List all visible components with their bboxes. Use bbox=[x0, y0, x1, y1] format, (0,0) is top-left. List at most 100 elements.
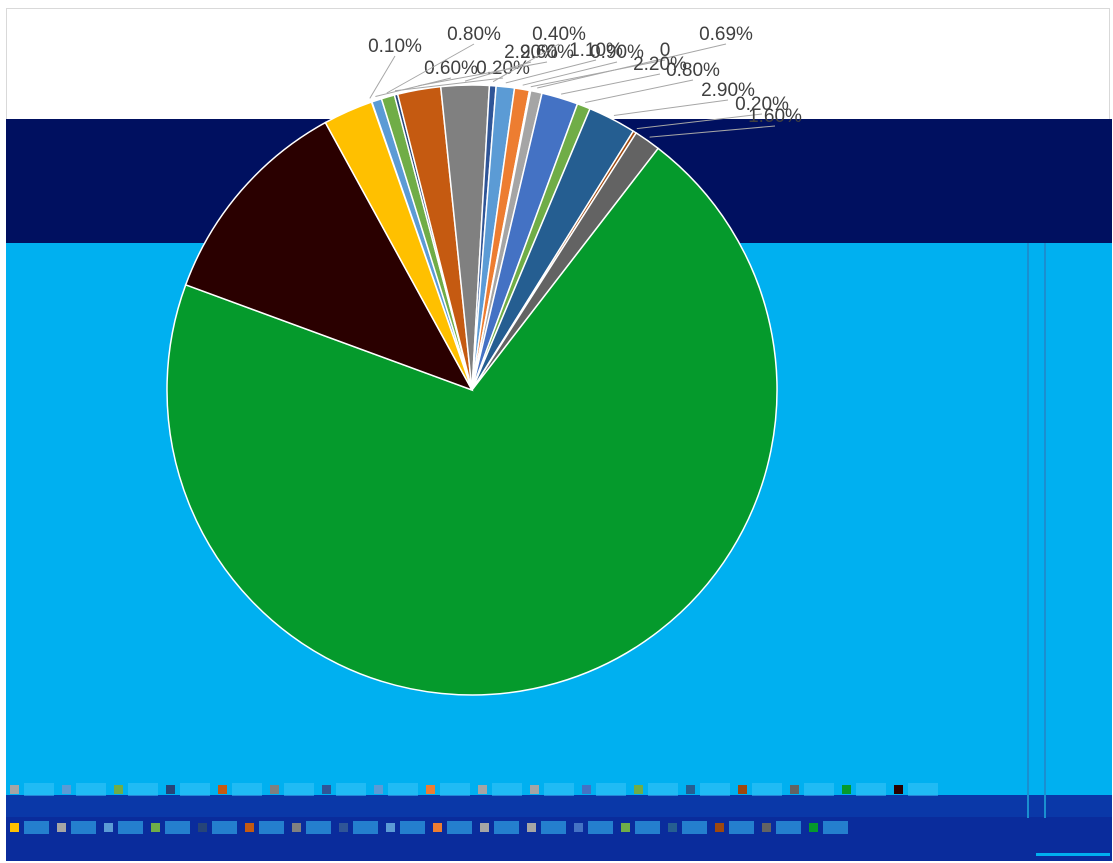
data-label: 0.40% bbox=[532, 24, 586, 45]
legend-label-placeholder bbox=[24, 783, 54, 796]
label-leader-line bbox=[394, 77, 504, 92]
legend-label-placeholder bbox=[908, 783, 938, 796]
data-label: 1.10% bbox=[569, 40, 623, 61]
legend-label-placeholder bbox=[165, 821, 190, 834]
legend-label-placeholder bbox=[353, 821, 378, 834]
legend-label-placeholder bbox=[259, 821, 284, 834]
legend-label-placeholder bbox=[388, 783, 418, 796]
legend-swatch bbox=[270, 785, 279, 794]
data-label: 0.80% bbox=[447, 24, 501, 45]
legend-swatch bbox=[114, 785, 123, 794]
data-label: 2.60% bbox=[520, 42, 574, 63]
legend-label-placeholder bbox=[588, 821, 613, 834]
legend-label-placeholder bbox=[648, 783, 678, 796]
legend-swatch bbox=[374, 785, 383, 794]
label-leader-line bbox=[613, 99, 729, 116]
pie-labels: 0.10%0.60%0.80%0.20%2.60%2.90%0.40%1.10%… bbox=[368, 24, 802, 138]
data-label: 1.60% bbox=[748, 106, 802, 127]
legend-swatch bbox=[530, 785, 539, 794]
legend-label-placeholder bbox=[752, 783, 782, 796]
legend-swatch bbox=[668, 823, 677, 832]
data-label: 0.69% bbox=[699, 24, 753, 45]
legend-label-placeholder bbox=[76, 783, 106, 796]
legend-label-placeholder bbox=[440, 783, 470, 796]
legend-swatch bbox=[686, 785, 695, 794]
legend-label-placeholder bbox=[494, 821, 519, 834]
legend-label-placeholder bbox=[729, 821, 754, 834]
legend-label-placeholder bbox=[492, 783, 522, 796]
label-leader-line bbox=[369, 55, 396, 99]
legend-swatch bbox=[842, 785, 851, 794]
legend-swatch bbox=[386, 823, 395, 832]
legend-label-placeholder bbox=[596, 783, 626, 796]
label-leader-line bbox=[386, 43, 475, 94]
legend-label-placeholder bbox=[336, 783, 366, 796]
data-label: 0.80% bbox=[666, 60, 720, 81]
pie-slice bbox=[184, 121, 474, 392]
legend-swatch bbox=[790, 785, 799, 794]
chart-legend bbox=[10, 783, 938, 834]
label-leader-line bbox=[492, 43, 560, 83]
legend-swatch bbox=[10, 785, 19, 794]
pie-slice bbox=[324, 101, 473, 391]
legend-swatch bbox=[426, 785, 435, 794]
data-label: 2.20% bbox=[633, 54, 687, 75]
legend-label-placeholder bbox=[24, 821, 49, 834]
pie-slices bbox=[166, 84, 778, 696]
legend-label-placeholder bbox=[541, 821, 566, 834]
label-leader-line bbox=[636, 113, 763, 130]
legend-swatch bbox=[10, 823, 19, 832]
legend-label-placeholder bbox=[700, 783, 730, 796]
legend-swatch bbox=[715, 823, 724, 832]
legend-label-placeholder bbox=[232, 783, 262, 796]
legend-swatch bbox=[57, 823, 66, 832]
legend-swatch bbox=[478, 785, 487, 794]
legend-swatch bbox=[809, 823, 818, 832]
label-leader-line bbox=[585, 79, 694, 103]
legend-label-placeholder bbox=[635, 821, 660, 834]
legend-label-placeholder bbox=[804, 783, 834, 796]
legend-swatch bbox=[480, 823, 489, 832]
legend-swatch bbox=[582, 785, 591, 794]
legend-label-placeholder bbox=[71, 821, 96, 834]
label-leader-line bbox=[522, 61, 618, 86]
legend-swatch bbox=[292, 823, 301, 832]
label-leader-line bbox=[561, 73, 661, 95]
legend-swatch bbox=[166, 785, 175, 794]
legend-label-placeholder bbox=[447, 821, 472, 834]
legend-swatch bbox=[104, 823, 113, 832]
vertical-divider bbox=[1027, 243, 1029, 818]
data-label: 2.90% bbox=[701, 80, 755, 101]
label-leader-line bbox=[505, 59, 597, 84]
legend-label-placeholder bbox=[118, 821, 143, 834]
label-leader-line bbox=[537, 43, 727, 89]
legend-swatch bbox=[621, 823, 630, 832]
legend-label-placeholder bbox=[823, 821, 848, 834]
legend-label-placeholder bbox=[128, 783, 158, 796]
legend-label-placeholder bbox=[856, 783, 886, 796]
legend-swatch bbox=[574, 823, 583, 832]
legend-label-placeholder bbox=[682, 821, 707, 834]
legend-swatch bbox=[151, 823, 160, 832]
legend-swatch bbox=[198, 823, 207, 832]
legend-swatch bbox=[322, 785, 331, 794]
legend-swatch bbox=[738, 785, 747, 794]
legend-swatch bbox=[527, 823, 536, 832]
data-label: 0.90% bbox=[590, 42, 644, 63]
legend-label-placeholder bbox=[776, 821, 801, 834]
data-label: 0 bbox=[660, 40, 671, 61]
legend-label-placeholder bbox=[306, 821, 331, 834]
pie-slice bbox=[166, 147, 778, 696]
legend-swatch bbox=[433, 823, 442, 832]
legend-label-placeholder bbox=[544, 783, 574, 796]
legend-label-placeholder bbox=[212, 821, 237, 834]
legend-swatch bbox=[339, 823, 348, 832]
data-label: 0.60% bbox=[424, 58, 478, 79]
legend-label-placeholder bbox=[180, 783, 210, 796]
legend-swatch bbox=[762, 823, 771, 832]
data-label: 0.20% bbox=[735, 94, 789, 115]
legend-swatch bbox=[634, 785, 643, 794]
legend-swatch bbox=[218, 785, 227, 794]
legend-label-placeholder bbox=[284, 783, 314, 796]
